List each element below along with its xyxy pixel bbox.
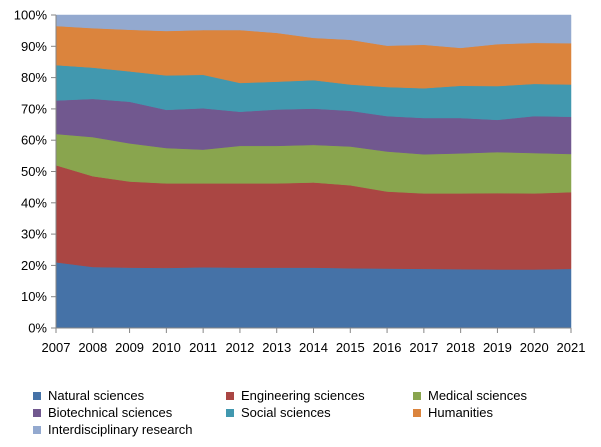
y-tick-label: 100% bbox=[14, 8, 48, 23]
x-tick-label: 2019 bbox=[483, 340, 512, 355]
legend-swatch bbox=[33, 392, 41, 400]
x-tick-label: 2020 bbox=[520, 340, 549, 355]
legend-label: Engineering sciences bbox=[241, 388, 365, 403]
legend-item: Biotechnical sciences bbox=[33, 405, 172, 421]
y-tick-label: 70% bbox=[21, 101, 47, 116]
x-tick-label: 2007 bbox=[42, 340, 71, 355]
legend-swatch bbox=[413, 409, 421, 417]
y-tick-label: 0% bbox=[28, 321, 47, 336]
y-tick-label: 80% bbox=[21, 70, 47, 85]
legend-item: Engineering sciences bbox=[226, 388, 365, 404]
legend-label: Interdisciplinary research bbox=[48, 422, 193, 437]
legend-swatch bbox=[33, 426, 41, 434]
legend-item: Medical sciences bbox=[413, 388, 527, 404]
legend-swatch bbox=[226, 409, 234, 417]
y-tick-label: 10% bbox=[21, 289, 47, 304]
legend-label: Biotechnical sciences bbox=[48, 405, 173, 420]
y-tick-label: 40% bbox=[21, 195, 47, 210]
area-natural-sciences bbox=[55, 261, 572, 329]
x-tick-label: 2012 bbox=[225, 340, 254, 355]
x-tick-label: 2014 bbox=[299, 340, 328, 355]
area-series-group bbox=[55, 14, 572, 329]
legend-swatch bbox=[413, 392, 421, 400]
y-tick-label: 20% bbox=[21, 258, 47, 273]
x-tick-label: 2008 bbox=[78, 340, 107, 355]
legend-item: Social sciences bbox=[226, 405, 331, 421]
x-tick-label: 2021 bbox=[557, 340, 586, 355]
y-tick-label: 90% bbox=[21, 39, 47, 54]
legend-swatch bbox=[226, 392, 234, 400]
x-tick-label: 2013 bbox=[262, 340, 291, 355]
legend-label: Humanities bbox=[428, 405, 494, 420]
legend-item: Natural sciences bbox=[33, 388, 144, 404]
x-tick-label: 2011 bbox=[189, 340, 217, 355]
legend-swatch bbox=[33, 409, 41, 417]
x-tick-label: 2018 bbox=[446, 340, 475, 355]
area-interdisciplinary-research bbox=[55, 14, 572, 49]
x-tick-label: 2009 bbox=[115, 340, 144, 355]
y-tick-label: 50% bbox=[21, 164, 47, 179]
legend-item: Humanities bbox=[413, 405, 493, 421]
x-axis-ticks: 2007 2008 2009 2010 2011 2012 2013 2014 2015 2016… bbox=[42, 328, 586, 355]
legend-label: Medical sciences bbox=[428, 388, 527, 403]
y-tick-label: 60% bbox=[21, 133, 47, 148]
y-tick-label: 30% bbox=[21, 227, 47, 242]
legend-label: Natural sciences bbox=[48, 388, 145, 403]
stacked-area-chart: 0%10%20%30%40%50%60%70%80%90%100% 2007 20… bbox=[14, 8, 586, 356]
x-tick-label: 2017 bbox=[409, 340, 438, 355]
x-tick-label: 2016 bbox=[373, 340, 402, 355]
x-tick-label: 2015 bbox=[336, 340, 365, 355]
x-tick-label: 2010 bbox=[152, 340, 181, 355]
y-axis-ticks: 0% 10% 20% 30% 40% 50% 60% 70% 80% 90% 100% bbox=[14, 8, 56, 336]
legend-item: Interdisciplinary research bbox=[33, 422, 193, 438]
legend-label: Social sciences bbox=[241, 405, 331, 420]
